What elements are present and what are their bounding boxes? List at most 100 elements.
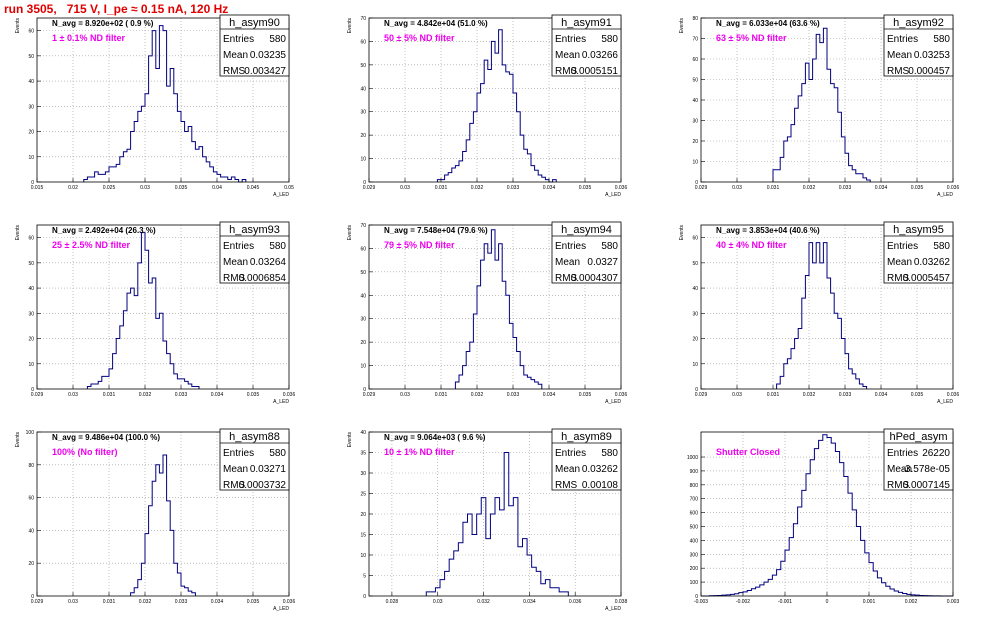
x-tick-label: 0.036 [283,392,296,398]
stats-entries-label: Entries [555,241,586,252]
x-tick-label: 0.036 [569,599,582,605]
y-tick-label: 1000 [687,455,698,461]
x-tick-label: 0.035 [579,185,592,191]
histogram-svg: -0.003 -0.002 -0.001 0 0.001 0.002 0.003 0 100 20… [687,428,959,605]
stats-rms-value: 0.000457 [908,66,950,77]
y-tick-label: 10 [692,362,698,368]
x-tick-label: 0.03 [433,599,443,605]
stats-entries-value: 580 [269,34,286,45]
stats-rms-label: RMS [223,66,246,77]
stats-mean-label: Mean [887,50,912,61]
stats-rms-label: RMS [555,480,578,491]
y-axis-title: Events [347,18,353,34]
y-tick-label: 70 [360,16,366,22]
stats-mean-value: 0.03262 [914,257,951,268]
y-tick-label: 30 [360,471,366,477]
plot-frame [36,224,290,390]
y-axis-title: Events [679,225,685,241]
histogram-series [130,454,196,596]
stats-rms-label: RMS [223,480,246,491]
y-tick-label: 30 [28,311,34,317]
histogram-panel: 0.028 0.03 0.032 0.034 0.036 0.038 0 5 10 15 20 25 3… [332,424,664,631]
y-tick-label: 40 [28,79,34,85]
x-tick-label: 0.035 [911,392,924,398]
y-tick-label: 200 [690,566,699,572]
y-tick-label: 0 [363,387,366,393]
x-tick-label: 0.033 [507,185,520,191]
histogram-series [436,29,557,183]
x-tick-label: 0.031 [103,392,116,398]
hist-name: h_asym95 [893,224,944,236]
x-axis-title: A_LED [605,606,621,612]
stats-rms-label: RMS [887,273,910,284]
histogram-panel: 0.029 0.03 0.031 0.032 0.033 0.034 0.035 0.036 0… [332,217,664,424]
stats-entries-value: 580 [269,241,286,252]
stats-mean-value: 0.0327 [587,257,618,268]
stats-mean-value: 0.03266 [582,50,619,61]
filter-label: 63 ± 5% ND filter [716,33,787,43]
y-tick-label: 50 [692,261,698,267]
y-tick-label: 60 [692,57,698,63]
y-tick-label: 20 [360,512,366,518]
stats-entries-label: Entries [887,448,918,459]
stats-box-frame [883,428,954,491]
x-tick-label: 0 [826,599,829,605]
x-tick-label: 0.032 [803,185,816,191]
x-tick-label: 0.033 [839,185,852,191]
x-tick-label: 0.028 [386,599,399,605]
histogram-series [454,229,543,389]
y-tick-label: 30 [692,311,698,317]
x-tick-label: 0.036 [615,392,628,398]
stats-entries-value: 580 [601,241,618,252]
hist-name: h_asym88 [229,431,280,443]
histogram-series [425,452,569,596]
x-axis-title: A_LED [273,606,289,612]
stats-entries-label: Entries [555,34,586,45]
stats-box: hPed_asym Entries 26220 Mean-3.578e-05 RMS0.… [883,428,954,491]
x-tick-label: 0.03 [732,185,742,191]
y-tick-label: 10 [28,155,34,161]
y-tick-label: 35 [360,451,366,457]
x-axis-title: A_LED [937,399,953,405]
x-tick-label: 0.034 [543,185,556,191]
y-tick-label: 60 [360,39,366,45]
stats-mean-label: Mean [555,50,580,61]
y-tick-label: 40 [692,98,698,104]
histogram-series [776,242,868,389]
x-tick-label: 0.031 [103,599,116,605]
x-tick-label: 0.029 [363,185,376,191]
stats-entries-value: 580 [601,34,618,45]
stats-mean-value: 0.03271 [250,464,287,475]
x-tick-label: 0.033 [839,392,852,398]
n-avg-text: N_avg = 2.492e+04 (26.3 %) [52,226,156,235]
stats-box: h_asym92 Entries 580 Mean 0.03253 RMS 0.000457 [883,14,954,77]
stats-box-frame [219,428,290,491]
x-tick-label: 0.033 [507,392,520,398]
histogram-svg: 0.015 0.02 0.025 0.03 0.035 0.04 0.045 0.05 0 10 2… [15,14,294,198]
x-tick-label: 0.036 [947,392,960,398]
y-tick-label: 30 [360,110,366,116]
y-tick-label: 40 [360,293,366,299]
x-tick-label: 0.033 [175,599,188,605]
stats-box-frame [883,221,954,284]
x-tick-label: 0.034 [543,392,556,398]
histogram-svg: 0.029 0.03 0.031 0.032 0.033 0.034 0.035 0.036 0… [15,428,295,612]
histogram-series [772,27,871,182]
n-avg-text: N_avg = 4.842e+04 (51.0 %) [384,19,488,28]
x-tick-label: 0.036 [615,185,628,191]
filter-label: 50 ± 5% ND filter [384,33,455,43]
histogram-panel: 0.029 0.03 0.031 0.032 0.033 0.034 0.035 0.036 0… [0,217,332,424]
stats-mean-value: 0.03264 [250,257,287,268]
stats-rms-label: RMS [555,66,578,77]
x-axis-title: A_LED [605,192,621,198]
y-axis-title: Events [347,225,353,241]
stats-box-frame [551,14,622,77]
stats-rms-label: RMS [887,480,910,491]
x-tick-label: 0.032 [477,599,490,605]
x-tick-label: 0.04 [212,185,222,191]
stats-mean-label: Mean [223,464,248,475]
stats-mean-label: Mean [555,257,580,268]
plot-frame [368,17,622,183]
x-tick-label: 0.032 [803,392,816,398]
stats-rms-value: 0.0005151 [571,66,619,77]
